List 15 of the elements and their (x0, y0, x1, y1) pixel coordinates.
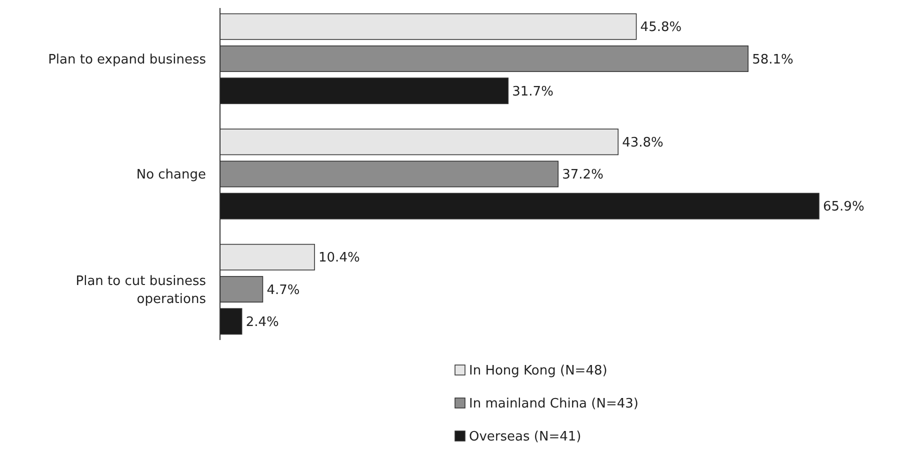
y-tick-label: Plan to expand business (48, 52, 206, 68)
data-label: 43.8% (622, 135, 664, 150)
data-label: 58.1% (752, 52, 794, 68)
legend-label: In mainland China (N=43) (469, 396, 638, 412)
y-tick-label: Plan to cut business operations (76, 274, 206, 307)
data-label: 45.8% (640, 20, 682, 36)
data-label: 2.4% (246, 314, 279, 330)
legend-label: Overseas (N=41) (469, 430, 582, 445)
data-label: 65.9% (823, 200, 864, 215)
data-label: 4.7% (266, 282, 300, 298)
data-label: 10.4% (318, 250, 360, 266)
legend-label: In Hong Kong (N=48) (469, 364, 608, 379)
data-label: 37.2% (562, 168, 604, 183)
data-label: 31.7% (512, 84, 554, 100)
y-tick-label: No change (136, 168, 206, 183)
